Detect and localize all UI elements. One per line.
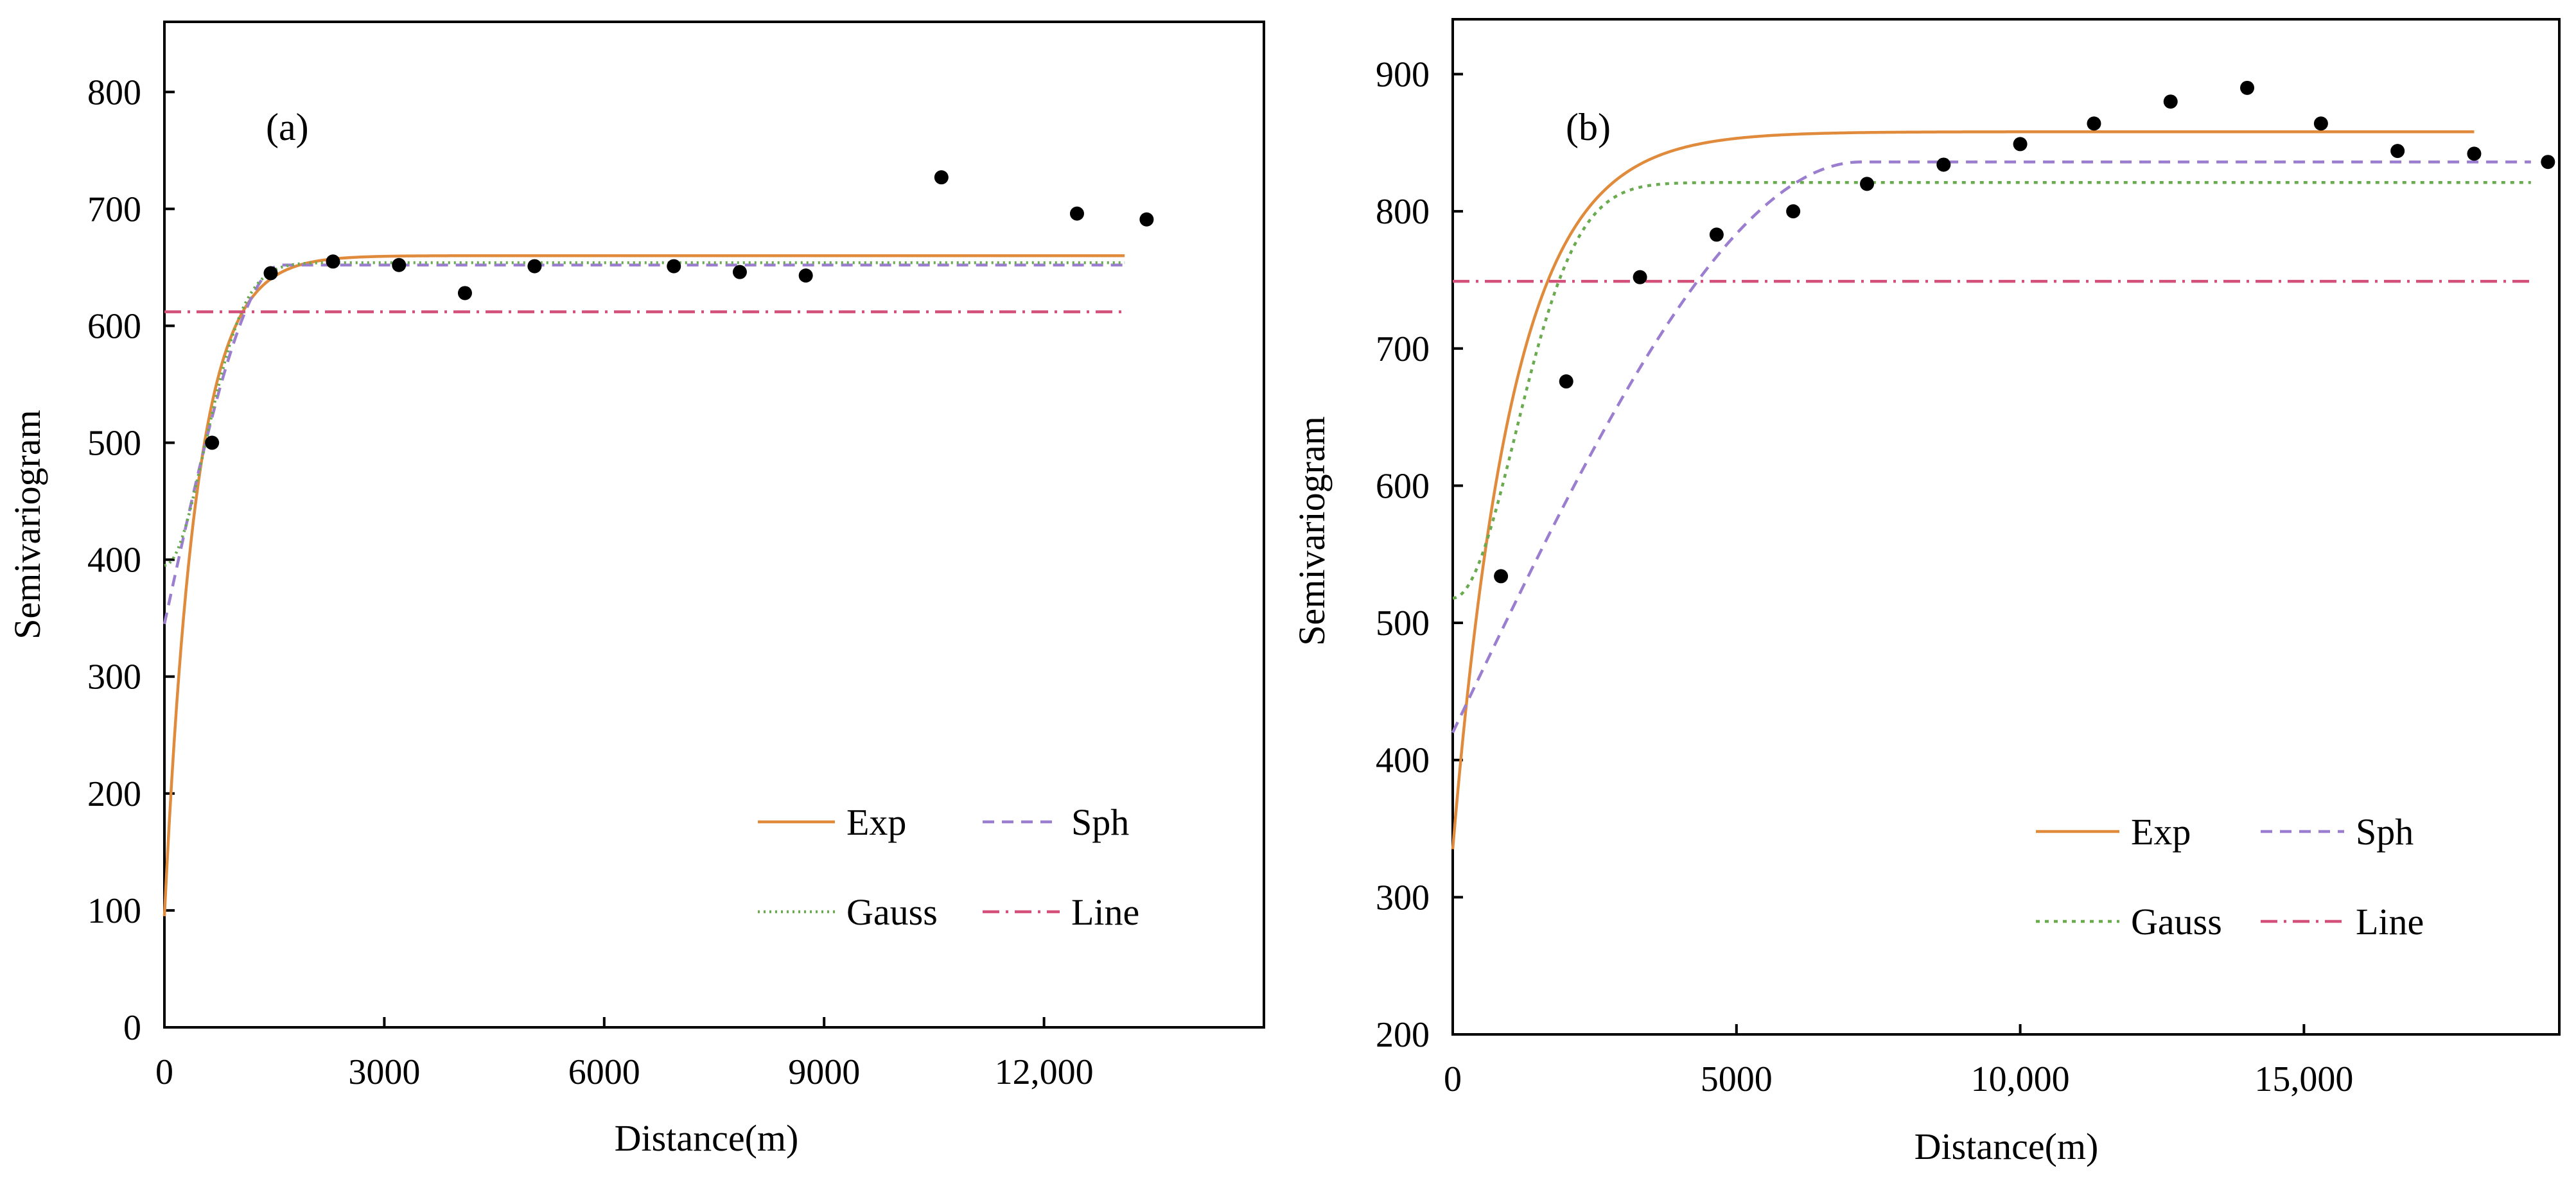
observed-point-b xyxy=(1633,270,1647,284)
y-tick-label-b: 800 xyxy=(1376,192,1430,232)
legend-label-exp-b: Exp xyxy=(2131,811,2191,853)
y-tick-label-a: 600 xyxy=(87,306,141,346)
observed-point-b xyxy=(1709,227,1724,242)
observed-point-b xyxy=(2087,116,2101,131)
observed-point-a xyxy=(457,286,472,300)
curve-gauss-b xyxy=(1452,180,2531,600)
y-tick-label-a: 0 xyxy=(123,1008,141,1048)
observed-point-a xyxy=(798,268,813,283)
x-tick-label-b: 10,000 xyxy=(1971,1059,2070,1099)
y-tick-label-a: 100 xyxy=(87,891,141,931)
y-tick-label-b: 400 xyxy=(1376,741,1430,781)
legend-label-exp-a: Exp xyxy=(846,801,906,843)
legend-label-line-b: Line xyxy=(2356,901,2424,943)
y-tick-label-a: 500 xyxy=(87,424,141,464)
x-tick-label-b: 0 xyxy=(1444,1059,1462,1099)
x-tick-label-a: 12,000 xyxy=(995,1052,1094,1092)
observed-point-a xyxy=(392,257,407,272)
curve-gauss-a xyxy=(164,261,1125,567)
observed-point-b xyxy=(2013,137,2028,152)
x-axis-title-b: Distance(m) xyxy=(1914,1126,2099,1167)
observed-point-b xyxy=(2467,146,2482,161)
y-tick-label-a: 200 xyxy=(87,774,141,814)
legend-label-line-a: Line xyxy=(1071,891,1139,933)
model-curves-b xyxy=(1451,130,2531,849)
observed-points-a xyxy=(205,170,1154,450)
legend-label-sph-b: Sph xyxy=(2356,811,2414,853)
y-tick-label-a: 700 xyxy=(87,189,141,229)
observed-point-b xyxy=(1936,157,1951,172)
x-tick-label-a: 3000 xyxy=(348,1052,420,1092)
panel-a: 0 3000 6000 9000 12,000 0 100 200 300 400 500 600 70… xyxy=(6,21,1265,1159)
observed-point-b xyxy=(1860,177,1875,191)
model-curves-a xyxy=(162,254,1125,917)
panel-b: 0 5000 10,000 15,000 200 300 400 500 600 700 800 90… xyxy=(1291,18,2561,1167)
y-axis-title-b: Semivariogram xyxy=(1291,416,1333,646)
legend-label-sph-a: Sph xyxy=(1071,801,1129,843)
x-axis-title-a: Distance(m) xyxy=(615,1117,799,1159)
observed-point-b xyxy=(2313,116,2328,131)
observed-point-b xyxy=(2240,80,2255,95)
x-tick-label-b: 15,000 xyxy=(2254,1059,2353,1099)
curve-exp-b xyxy=(1451,130,2475,849)
observed-point-a xyxy=(667,259,681,274)
x-tick-label-b: 5000 xyxy=(1701,1059,1773,1099)
observed-point-a xyxy=(732,265,747,279)
plot-frame-b xyxy=(1451,18,2561,1036)
x-tick-label-a: 6000 xyxy=(568,1052,640,1092)
observed-point-a xyxy=(326,254,340,269)
x-tick-label-a: 0 xyxy=(155,1052,173,1092)
observed-point-b xyxy=(1786,204,1801,219)
observed-point-b xyxy=(2390,144,2405,159)
observed-point-a xyxy=(1139,212,1154,227)
y-tick-label-a: 800 xyxy=(87,73,141,112)
y-tick-label-b: 200 xyxy=(1376,1015,1430,1055)
observed-point-b xyxy=(2541,155,2555,170)
legend-a: Exp Sph Gauss Line xyxy=(758,801,1139,933)
panel-label-a: (a) xyxy=(266,106,309,148)
legend-b: Exp Sph Gauss Line xyxy=(2036,811,2424,943)
y-tick-label-b: 700 xyxy=(1376,329,1430,369)
curve-sph-b xyxy=(1451,160,2531,733)
observed-point-a xyxy=(205,435,220,450)
observed-point-a xyxy=(1069,206,1084,221)
observed-point-a xyxy=(527,259,542,274)
plot-frame-a xyxy=(163,21,1265,1029)
observed-point-a xyxy=(263,266,278,281)
observed-point-b xyxy=(1559,374,1573,389)
axis-ticks-b: 0 5000 10,000 15,000 200 300 400 500 600 700 800 90… xyxy=(1376,55,2353,1099)
observed-points-b xyxy=(1494,80,2555,584)
legend-label-gauss-a: Gauss xyxy=(846,891,938,933)
y-tick-label-b: 600 xyxy=(1376,466,1430,506)
panel-label-b: (b) xyxy=(1566,106,1611,148)
observed-point-b xyxy=(2163,94,2178,109)
legend-label-gauss-b: Gauss xyxy=(2131,901,2222,943)
y-tick-label-b: 500 xyxy=(1376,604,1430,643)
curve-sph-a xyxy=(162,263,1125,625)
y-tick-label-a: 300 xyxy=(87,657,141,697)
curve-exp-a xyxy=(162,254,1125,917)
y-tick-label-b: 300 xyxy=(1376,878,1430,918)
x-tick-label-a: 9000 xyxy=(788,1052,860,1092)
axis-ticks-a: 0 3000 6000 9000 12,000 0 100 200 300 400 500 600 70… xyxy=(87,73,1094,1092)
y-tick-label-a: 400 xyxy=(87,541,141,580)
observed-point-b xyxy=(1494,569,1509,584)
observed-point-a xyxy=(934,170,949,185)
y-axis-title-a: Semivariogram xyxy=(6,410,48,640)
y-tick-label-b: 900 xyxy=(1376,55,1430,94)
